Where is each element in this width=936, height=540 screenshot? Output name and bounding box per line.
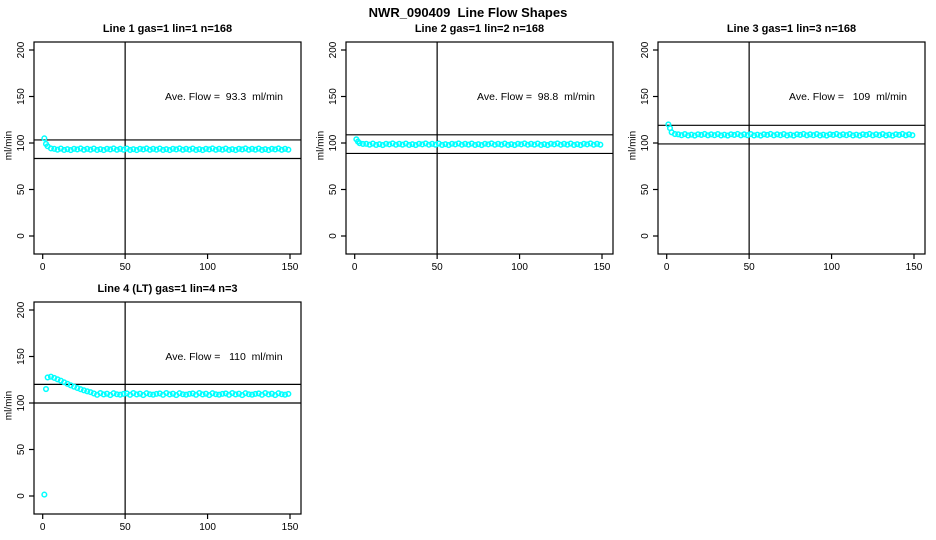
svg-text:100: 100 xyxy=(199,262,216,273)
svg-text:150: 150 xyxy=(640,88,651,105)
ave-flow-annotation: Ave. Flow = 110 ml/min xyxy=(165,351,283,363)
svg-text:150: 150 xyxy=(16,88,27,105)
svg-text:100: 100 xyxy=(16,134,27,151)
subplot-title: Line 2 gas=1 lin=2 n=168 xyxy=(414,23,545,35)
svg-text:0: 0 xyxy=(664,262,670,273)
subplot-title: Line 3 gas=1 lin=3 n=168 xyxy=(726,23,857,35)
subplot-title: Line 4 (LT) gas=1 lin=4 n=3 xyxy=(97,283,238,295)
svg-text:50: 50 xyxy=(120,522,132,533)
svg-text:100: 100 xyxy=(199,522,216,533)
svg-text:100: 100 xyxy=(328,134,339,151)
svg-text:0: 0 xyxy=(40,522,46,533)
svg-text:0: 0 xyxy=(640,233,651,239)
plot-area-line-4: 0 50 100 150 0 50 100 150 200 xyxy=(16,301,302,533)
plot-area-line-1: 0 50 100 150 0 50 100 150 200 xyxy=(16,41,302,273)
svg-text:50: 50 xyxy=(16,444,27,456)
svg-text:200: 200 xyxy=(640,41,651,58)
svg-text:100: 100 xyxy=(823,262,840,273)
subplot-line-4: 0 50 100 150 0 50 100 150 200 Line 4 (LT) gas=1 … xyxy=(0,280,312,540)
subplot-line-1: 0 50 100 150 0 50 100 150 200 Line 1 gas=1 lin=1… xyxy=(0,20,312,280)
svg-text:100: 100 xyxy=(511,262,528,273)
svg-text:100: 100 xyxy=(16,394,27,411)
svg-text:0: 0 xyxy=(352,262,358,273)
svg-text:50: 50 xyxy=(120,262,132,273)
svg-text:200: 200 xyxy=(328,41,339,58)
svg-text:150: 150 xyxy=(16,348,27,365)
y-axis-label: ml/min xyxy=(3,130,15,161)
svg-text:150: 150 xyxy=(328,88,339,105)
ave-flow-annotation: Ave. Flow = 93.3 ml/min xyxy=(165,91,283,103)
svg-text:50: 50 xyxy=(328,184,339,196)
y-axis-label: ml/min xyxy=(315,130,327,161)
svg-text:200: 200 xyxy=(16,301,27,318)
svg-text:50: 50 xyxy=(432,262,444,273)
svg-text:0: 0 xyxy=(16,493,27,499)
svg-text:50: 50 xyxy=(744,262,756,273)
svg-text:100: 100 xyxy=(640,134,651,151)
svg-text:0: 0 xyxy=(16,233,27,239)
svg-text:150: 150 xyxy=(906,262,923,273)
svg-text:50: 50 xyxy=(640,184,651,196)
svg-text:150: 150 xyxy=(282,262,299,273)
ave-flow-annotation: Ave. Flow = 98.8 ml/min xyxy=(477,91,595,103)
svg-text:0: 0 xyxy=(328,233,339,239)
y-axis-label: ml/min xyxy=(627,130,639,161)
svg-text:150: 150 xyxy=(594,262,611,273)
svg-text:200: 200 xyxy=(16,41,27,58)
svg-text:150: 150 xyxy=(282,522,299,533)
y-axis-label: ml/min xyxy=(3,390,15,421)
svg-text:0: 0 xyxy=(40,262,46,273)
main-title: NWR_090409 Line Flow Shapes xyxy=(368,5,568,20)
subplot-line-2: 0 50 100 150 0 50 100 150 200 Line 2 gas=1 lin=2… xyxy=(312,20,624,280)
plot-area-line-2: 0 50 100 150 0 50 100 150 200 xyxy=(328,41,614,273)
subplot-line-3: 0 50 100 150 0 50 100 150 200 Line 3 gas=1 lin=3… xyxy=(624,20,936,280)
plot-area-line-3: 0 50 100 150 0 50 100 150 200 xyxy=(640,41,926,273)
ave-flow-annotation: Ave. Flow = 109 ml/min xyxy=(789,91,907,103)
subplot-title: Line 1 gas=1 lin=1 n=168 xyxy=(102,23,233,35)
svg-text:50: 50 xyxy=(16,184,27,196)
